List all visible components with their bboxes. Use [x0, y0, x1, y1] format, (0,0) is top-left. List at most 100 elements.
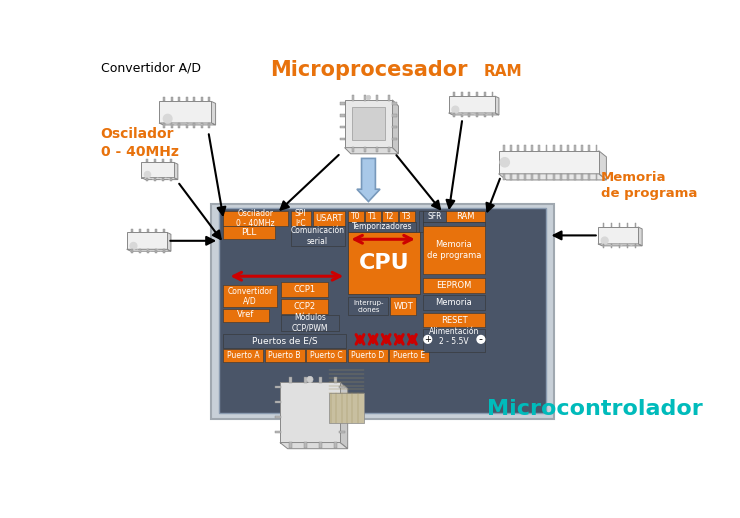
Bar: [553, 145, 554, 151]
Text: RAM: RAM: [484, 64, 522, 79]
Bar: [223, 309, 269, 322]
Bar: [582, 174, 583, 180]
Bar: [193, 97, 195, 102]
Bar: [349, 297, 388, 315]
Bar: [388, 147, 390, 152]
Bar: [208, 123, 210, 128]
Text: Puerto B: Puerto B: [269, 351, 300, 360]
Text: Puerto C: Puerto C: [310, 351, 343, 360]
Bar: [468, 92, 470, 96]
Bar: [334, 377, 337, 383]
Bar: [155, 249, 157, 253]
Polygon shape: [174, 162, 178, 180]
Bar: [170, 159, 172, 162]
Bar: [517, 145, 519, 151]
Circle shape: [452, 106, 459, 113]
Polygon shape: [598, 244, 642, 246]
Text: Comunicación
serial: Comunicación serial: [291, 226, 345, 246]
Bar: [391, 126, 397, 128]
Text: Convertidor A/D: Convertidor A/D: [101, 62, 201, 75]
Polygon shape: [499, 174, 606, 180]
Polygon shape: [638, 227, 642, 246]
Bar: [281, 282, 328, 297]
Bar: [461, 92, 462, 96]
Text: Convertidor
A/D: Convertidor A/D: [227, 286, 272, 306]
Bar: [446, 211, 485, 222]
Polygon shape: [127, 233, 166, 249]
Bar: [223, 226, 275, 239]
Bar: [627, 244, 628, 248]
Text: PLL: PLL: [240, 228, 256, 237]
Bar: [602, 223, 605, 227]
Bar: [531, 145, 533, 151]
Bar: [388, 95, 390, 100]
FancyArrow shape: [357, 159, 380, 202]
Bar: [223, 285, 277, 307]
Text: Oscilador
0 - 40MHz: Oscilador 0 - 40MHz: [236, 209, 275, 228]
Bar: [545, 174, 548, 180]
Bar: [186, 123, 188, 128]
Bar: [502, 174, 505, 180]
Bar: [164, 97, 165, 102]
Text: T3: T3: [403, 212, 411, 221]
Bar: [162, 178, 164, 181]
Polygon shape: [141, 178, 178, 180]
Bar: [146, 178, 148, 181]
Bar: [339, 386, 346, 388]
Text: Memoria
de programa: Memoria de programa: [427, 240, 481, 260]
Bar: [349, 233, 420, 294]
Bar: [178, 97, 180, 102]
Bar: [376, 95, 378, 100]
Bar: [423, 313, 485, 327]
Bar: [635, 223, 636, 227]
Bar: [319, 377, 322, 383]
Bar: [524, 145, 526, 151]
Circle shape: [144, 171, 150, 178]
Bar: [574, 145, 576, 151]
Bar: [539, 145, 540, 151]
Bar: [154, 178, 156, 181]
Bar: [349, 211, 364, 222]
Polygon shape: [495, 96, 499, 115]
Polygon shape: [159, 102, 212, 123]
Polygon shape: [127, 249, 171, 251]
Bar: [313, 211, 346, 226]
Bar: [139, 249, 141, 253]
Bar: [502, 145, 505, 151]
Bar: [366, 211, 381, 222]
Polygon shape: [345, 148, 399, 154]
Bar: [419, 211, 423, 233]
Circle shape: [130, 242, 137, 249]
Bar: [376, 147, 378, 152]
Bar: [468, 113, 470, 117]
Bar: [491, 92, 494, 96]
Bar: [154, 159, 156, 162]
Bar: [389, 349, 429, 363]
Bar: [171, 123, 172, 128]
Polygon shape: [599, 151, 606, 180]
Bar: [596, 145, 597, 151]
Bar: [524, 174, 526, 180]
Bar: [281, 315, 339, 331]
Bar: [340, 103, 346, 105]
Bar: [560, 145, 562, 151]
Text: CCP2: CCP2: [294, 302, 316, 311]
Bar: [510, 145, 511, 151]
Bar: [319, 442, 322, 448]
Polygon shape: [598, 227, 638, 244]
Bar: [164, 249, 165, 253]
Bar: [510, 174, 511, 180]
Bar: [349, 222, 416, 233]
Circle shape: [366, 95, 371, 100]
Bar: [364, 95, 366, 100]
Bar: [484, 92, 485, 96]
Bar: [340, 138, 346, 140]
Text: T2: T2: [386, 212, 394, 221]
Text: Oscilador
0 - 40MHz: Oscilador 0 - 40MHz: [101, 127, 178, 159]
Bar: [201, 123, 203, 128]
Bar: [164, 228, 165, 233]
Bar: [162, 159, 164, 162]
Bar: [339, 416, 346, 418]
Text: Memoria
de programa: Memoria de programa: [601, 171, 697, 200]
Bar: [223, 349, 263, 363]
